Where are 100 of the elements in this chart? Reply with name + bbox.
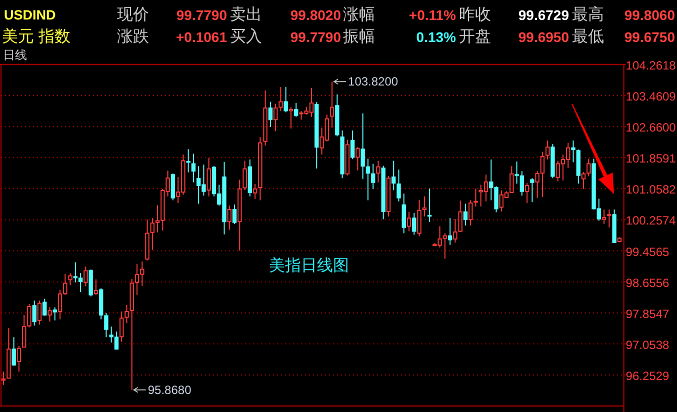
y-tick-label: 97.8547 [626, 306, 670, 321]
text: 99.8060 [624, 7, 676, 23]
candlestick [232, 204, 237, 224]
candlestick [463, 203, 468, 226]
candlestick [12, 336, 16, 366]
text: +0.1061 [176, 29, 228, 45]
candlestick [392, 160, 396, 191]
y-tick-label: 101.8591 [626, 152, 676, 166]
y-tick-label: 96.2529 [626, 368, 670, 383]
text: 最低 [572, 28, 604, 46]
candlestick [427, 188, 432, 222]
text: 99.7790 [290, 29, 342, 45]
candlestick [42, 298, 47, 316]
annotation: 美指日线图 [269, 256, 349, 274]
candlestick [52, 306, 57, 321]
text: 涨幅 [343, 6, 375, 24]
candlestick [48, 306, 52, 322]
candlestick [268, 101, 273, 128]
candlestick [37, 300, 42, 326]
chart-subtitle: 美元 指数 [2, 28, 70, 46]
candlestick [294, 102, 298, 118]
candlestick [607, 209, 612, 228]
text: 99.8020 [290, 7, 342, 23]
candlestick [252, 183, 258, 200]
candlestick [356, 146, 360, 171]
candlestick [396, 169, 401, 202]
candlestick [617, 236, 622, 243]
candlestick [98, 288, 104, 320]
candlestick [335, 94, 340, 137]
candlestick [448, 218, 452, 246]
candlestick [402, 193, 406, 234]
candlestick [6, 328, 11, 379]
candlestick [524, 182, 530, 204]
text: 开盘 [459, 28, 491, 46]
candlestick [284, 86, 288, 113]
y-tick-label: 104.2618 [626, 58, 676, 72]
y-tick-label: 101.0582 [626, 182, 676, 197]
candlestick [576, 148, 580, 184]
candlestick [258, 136, 262, 201]
candlestick [406, 211, 412, 232]
candlestick [340, 130, 344, 179]
candlestick [104, 312, 108, 338]
candlestick [227, 205, 232, 230]
candlestick [94, 278, 98, 296]
candlestick [360, 112, 365, 180]
candlestick [442, 232, 448, 260]
candlestick [474, 188, 478, 207]
candlestick [191, 153, 196, 183]
candlestick [84, 266, 88, 287]
candlestick [468, 200, 473, 226]
text: 99.6750 [624, 29, 676, 45]
candlestick [206, 157, 211, 197]
candlestick [386, 175, 391, 218]
candlestick [263, 90, 268, 146]
candlestick [314, 102, 319, 169]
candlestick [417, 199, 422, 237]
candlestick [242, 160, 247, 191]
text: 卖出 [230, 6, 262, 24]
text: 昨收 [459, 6, 491, 24]
candlestick [68, 272, 72, 286]
candlestick [366, 158, 370, 201]
text: 99.6729 [518, 7, 570, 23]
candlestick [422, 196, 427, 218]
candlestick [32, 300, 36, 326]
y-tick-label: 98.6556 [626, 276, 670, 290]
text: +0.11% [408, 7, 457, 23]
candlestick [571, 140, 576, 163]
candlestick [288, 106, 294, 130]
y-tick-label: 97.0538 [626, 338, 670, 352]
candlestick [345, 139, 350, 176]
y-tick-label: 103.4609 [626, 90, 676, 104]
annotation: 95.8680 [148, 382, 192, 397]
candlestick [248, 159, 252, 197]
candlestick [412, 212, 416, 236]
chart-title: USDIND [4, 8, 56, 22]
candlestick [381, 165, 386, 220]
candlestick [581, 171, 586, 190]
candlestick [612, 209, 616, 244]
candlestick [278, 86, 283, 112]
candlestick [370, 163, 376, 190]
candlestick [376, 160, 380, 183]
candlestick [550, 144, 555, 179]
candlestick [273, 103, 278, 132]
text: 买入 [230, 28, 262, 46]
candlestick [330, 81, 334, 128]
candlestick [602, 209, 606, 224]
candlestick [586, 158, 591, 177]
candlestick [350, 130, 355, 160]
candlestick [88, 269, 93, 297]
candlestick [186, 148, 190, 173]
candlestick [1, 371, 6, 386]
y-tick-label: 100.2574 [626, 214, 676, 228]
text: 最高 [572, 6, 604, 24]
text: 振幅 [343, 28, 375, 46]
text: 涨跌 [117, 28, 149, 46]
y-tick-label: 99.4565 [626, 244, 670, 259]
y-tick-label: 102.6600 [626, 120, 676, 135]
text: 99.6950 [518, 29, 570, 45]
candlestick [530, 178, 534, 203]
text: 现价 [117, 6, 149, 24]
